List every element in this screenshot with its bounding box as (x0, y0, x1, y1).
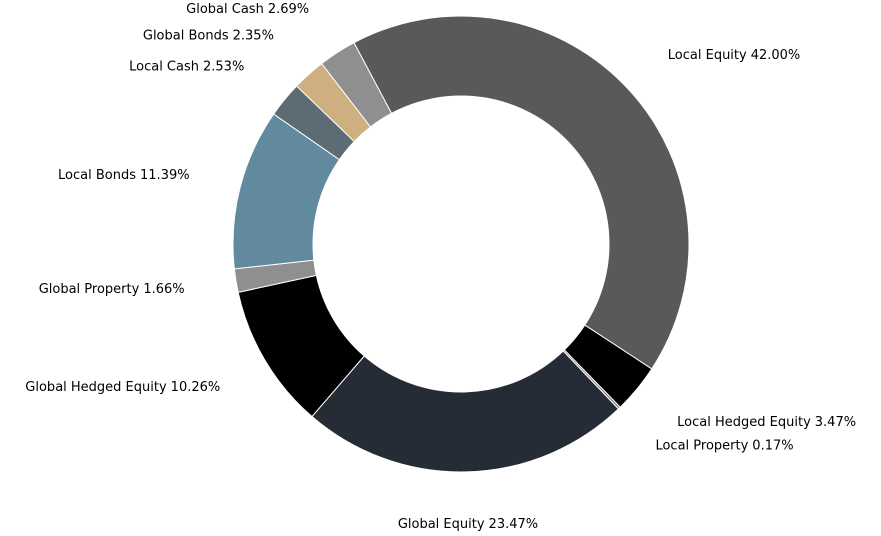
donut-slice (353, 15, 690, 370)
slice-name: Local Equity (668, 48, 747, 63)
slice-name: Global Cash (186, 1, 264, 16)
slice-label: Global Bonds 2.35% (143, 28, 274, 43)
slice-value: 3.47% (815, 414, 856, 429)
slice-name: Global Property (39, 282, 140, 297)
slice-value: 11.39% (140, 168, 190, 183)
slice-label: Global Property 1.66% (39, 282, 185, 297)
slice-name: Global Bonds (143, 28, 229, 43)
slice-value: 1.66% (143, 282, 184, 297)
slice-name: Global Equity (398, 516, 485, 531)
slice-label: Local Hedged Equity 3.47% (677, 414, 856, 429)
slice-value: 10.26% (171, 379, 221, 394)
slice-value: 42.00% (751, 48, 801, 63)
slice-label: Global Hedged Equity 10.26% (25, 379, 220, 394)
slice-label: Global Equity 23.47% (398, 516, 538, 531)
slice-name: Local Hedged Equity (677, 414, 811, 429)
slice-label: Local Equity 42.00% (668, 48, 801, 63)
slice-label: Local Cash 2.53% (129, 59, 244, 74)
slice-name: Local Cash (129, 59, 199, 74)
slice-value: 23.47% (489, 516, 539, 531)
slice-name: Global Hedged Equity (25, 379, 167, 394)
donut-slice (320, 42, 393, 128)
slice-value: 2.35% (233, 28, 274, 43)
slice-value: 2.69% (268, 1, 309, 16)
slice-name: Local Bonds (58, 168, 136, 183)
donut-slice (311, 350, 620, 473)
slice-value: 2.53% (203, 59, 244, 74)
slice-label: Global Cash 2.69% (186, 1, 309, 16)
slice-value: 0.17% (752, 438, 793, 453)
slice-name: Local Property (655, 438, 748, 453)
slice-label: Local Property 0.17% (655, 438, 793, 453)
slice-label: Local Bonds 11.39% (58, 168, 190, 183)
